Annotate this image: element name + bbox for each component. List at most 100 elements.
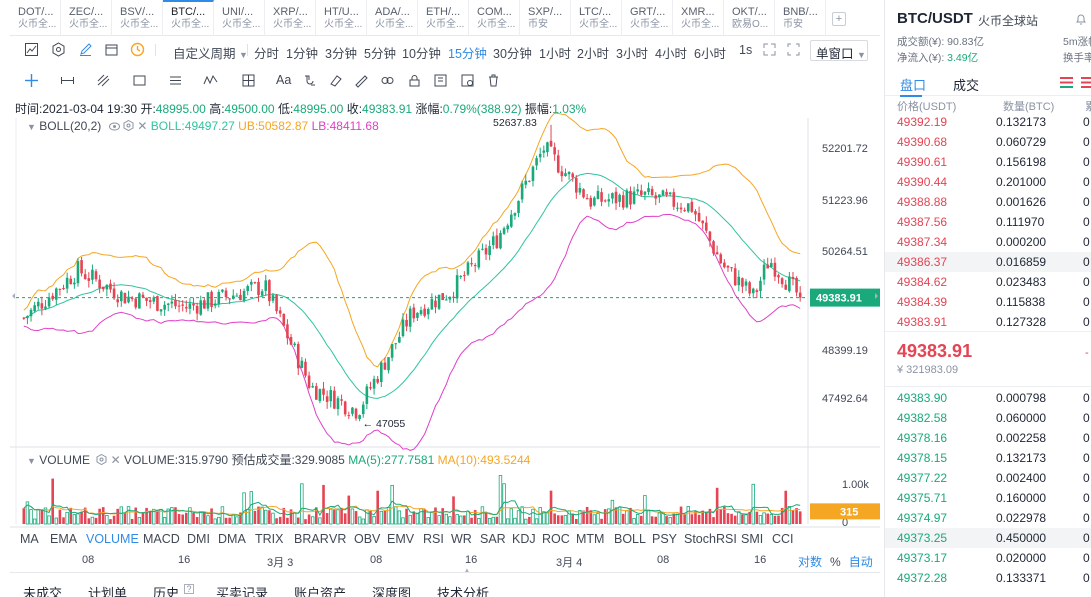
gear-icon[interactable] bbox=[96, 453, 107, 466]
settings-icon[interactable] bbox=[51, 42, 66, 57]
ask-row[interactable]: 49384.62 0.023483 0 bbox=[885, 272, 1091, 292]
ask-row[interactable]: 49392.19 0.132173 0 bbox=[885, 112, 1091, 132]
close-icon[interactable]: ✕ bbox=[137, 119, 148, 133]
ruler-icon[interactable] bbox=[354, 73, 369, 88]
indicator-smi[interactable]: SMI bbox=[741, 532, 764, 546]
tab-trades[interactable]: 成交 bbox=[953, 78, 980, 93]
indicator-emv[interactable]: EMV bbox=[387, 532, 415, 546]
bid-row[interactable]: 49378.15 0.132173 0 bbox=[885, 448, 1091, 468]
measure-grid-icon[interactable] bbox=[241, 73, 256, 88]
symbol-tab[interactable]: COM... 火币全... bbox=[469, 0, 520, 36]
symbol-tab[interactable]: UNI/... 火币全... bbox=[214, 0, 265, 36]
template-icon[interactable] bbox=[433, 73, 448, 88]
close-icon[interactable]: ✕ bbox=[110, 453, 121, 467]
bottom-tab[interactable]: 买卖记录 bbox=[216, 586, 269, 597]
indicator-trix[interactable]: TRIX bbox=[255, 532, 284, 546]
indicator-boll[interactable]: BOLL bbox=[614, 532, 646, 546]
indicator-ema[interactable]: EMA bbox=[50, 532, 78, 546]
symbol-tab[interactable]: ZEC/... 火币全... bbox=[61, 0, 112, 36]
ask-row[interactable]: 49390.68 0.060729 0 bbox=[885, 132, 1091, 152]
indicator-rsi[interactable]: RSI bbox=[423, 532, 444, 546]
bottom-tab[interactable]: 未成交 bbox=[23, 586, 63, 597]
wave-pattern-icon[interactable] bbox=[203, 73, 218, 88]
indicator-mtm[interactable]: MTM bbox=[576, 532, 605, 546]
link-icon[interactable] bbox=[380, 73, 395, 88]
help-icon[interactable]: ? bbox=[184, 584, 194, 594]
bid-row[interactable]: 49373.17 0.020000 0 bbox=[885, 548, 1091, 568]
window-mode-select[interactable]: 单窗口 ▼ bbox=[810, 40, 868, 61]
ask-row[interactable]: 49387.34 0.000200 0 bbox=[885, 232, 1091, 252]
panel-collapse-handle[interactable]: ▲ bbox=[463, 566, 471, 575]
parallel-channel-icon[interactable] bbox=[168, 73, 183, 88]
bottom-tab[interactable]: 历史 bbox=[153, 586, 180, 597]
period-1h[interactable]: 1小时 bbox=[539, 47, 571, 61]
indicator-dma[interactable]: DMA bbox=[218, 532, 246, 546]
symbol-tab[interactable]: SXP/... 币安 bbox=[520, 0, 571, 36]
gear-icon[interactable] bbox=[123, 119, 134, 132]
symbol-tab[interactable]: GRT/... 火币全... bbox=[622, 0, 673, 36]
indicator-vr[interactable]: VR bbox=[329, 532, 347, 546]
period-10m[interactable]: 10分钟 bbox=[402, 47, 441, 61]
kline-chart[interactable]: 49383.91 52201.72 51223.96 50264.51 48399.19… bbox=[10, 0, 880, 597]
indicator-psy[interactable]: PSY bbox=[652, 532, 678, 546]
bell-icon[interactable] bbox=[1075, 13, 1087, 25]
period-15m[interactable]: 15分钟 bbox=[448, 47, 487, 61]
screenshot-crop-icon[interactable] bbox=[460, 73, 475, 88]
indicator-roc[interactable]: ROC bbox=[542, 532, 570, 546]
trend-line-icon[interactable] bbox=[96, 73, 111, 88]
symbol-tab[interactable]: XMR... 火币全... bbox=[673, 0, 724, 36]
symbol-tab[interactable]: BSV/... 火币全... bbox=[112, 0, 163, 36]
indicator-wr[interactable]: WR bbox=[451, 532, 472, 546]
ask-row[interactable]: 49390.44 0.201000 0 bbox=[885, 172, 1091, 192]
text-tool-icon[interactable]: Aa bbox=[276, 73, 292, 87]
add-tab-button[interactable]: + bbox=[832, 12, 846, 26]
save-layout-icon[interactable] bbox=[104, 42, 119, 57]
bottom-tab[interactable]: 深度图 bbox=[372, 586, 412, 597]
chart-type-icon[interactable] bbox=[24, 42, 39, 57]
ask-row[interactable]: 49388.88 0.001626 0 bbox=[885, 192, 1091, 212]
period-3m[interactable]: 3分钟 bbox=[325, 47, 357, 61]
period-fenshi[interactable]: 分时 bbox=[254, 47, 280, 61]
bid-row[interactable]: 49378.16 0.002258 0 bbox=[885, 428, 1091, 448]
indicator-volume[interactable]: VOLUME bbox=[86, 532, 139, 546]
ask-row[interactable]: 49387.56 0.111970 0 bbox=[885, 212, 1091, 232]
alert-clock-icon[interactable] bbox=[130, 42, 145, 57]
symbol-tab[interactable]: HT/U... 火币全... bbox=[316, 0, 367, 36]
indicator-macd[interactable]: MACD bbox=[143, 532, 180, 546]
period-1s[interactable]: 1s bbox=[739, 43, 753, 57]
indicator-ma[interactable]: MA bbox=[20, 532, 39, 546]
symbol-tab[interactable]: OKT/... 欧易O... bbox=[724, 0, 775, 36]
period-3h[interactable]: 3小时 bbox=[616, 47, 648, 61]
period-2h[interactable]: 2小时 bbox=[577, 47, 609, 61]
chart-area[interactable]: 49383.91 52201.72 51223.96 50264.51 48399.19… bbox=[10, 0, 880, 597]
collapse-arrow-icon[interactable]: ▼ bbox=[27, 456, 36, 466]
indicator-sar[interactable]: SAR bbox=[480, 532, 506, 546]
bid-row[interactable]: 49377.22 0.002400 0 bbox=[885, 468, 1091, 488]
indicator-stochrsi[interactable]: StochRSI bbox=[684, 532, 737, 546]
screenshot-icon[interactable] bbox=[786, 42, 801, 57]
auto-scale-toggle[interactable]: 自动 bbox=[848, 555, 873, 569]
log-scale-toggle[interactable]: 对数 bbox=[798, 555, 823, 569]
trash-icon[interactable] bbox=[486, 73, 501, 88]
tab-orderbook[interactable]: 盘口 bbox=[900, 75, 926, 97]
draw-pen-icon[interactable] bbox=[78, 42, 93, 57]
crosshair-icon[interactable] bbox=[24, 73, 39, 88]
bottom-tab[interactable]: 技术分析 bbox=[437, 586, 490, 597]
indicator-kdj[interactable]: KDJ bbox=[512, 532, 536, 546]
horizontal-line-icon[interactable] bbox=[60, 73, 75, 88]
bid-row[interactable]: 49382.58 0.060000 0 bbox=[885, 408, 1091, 428]
bid-row[interactable]: 49374.97 0.022978 0 bbox=[885, 508, 1091, 528]
period-5m[interactable]: 5分钟 bbox=[364, 47, 396, 61]
percent-scale-toggle[interactable]: % bbox=[830, 555, 841, 569]
period-4h[interactable]: 4小时 bbox=[655, 47, 687, 61]
ask-row[interactable]: 49383.91 0.127328 0 bbox=[885, 312, 1091, 332]
bottom-tab[interactable]: 计划单 bbox=[88, 586, 128, 597]
depth-mode-asks-icon[interactable] bbox=[1081, 77, 1091, 88]
symbol-tab[interactable]: BTC/... 火币全... bbox=[163, 0, 214, 36]
period-6h[interactable]: 6小时 bbox=[694, 47, 726, 61]
ask-row[interactable]: 49384.39 0.115838 0 bbox=[885, 292, 1091, 312]
symbol-tab[interactable]: LTC/... 火币全... bbox=[571, 0, 622, 36]
bid-row[interactable]: 49372.28 0.133371 0 bbox=[885, 568, 1091, 588]
symbol-tab[interactable]: BNB/... 币安 bbox=[775, 0, 826, 36]
lock-tool-icon[interactable] bbox=[407, 73, 422, 88]
